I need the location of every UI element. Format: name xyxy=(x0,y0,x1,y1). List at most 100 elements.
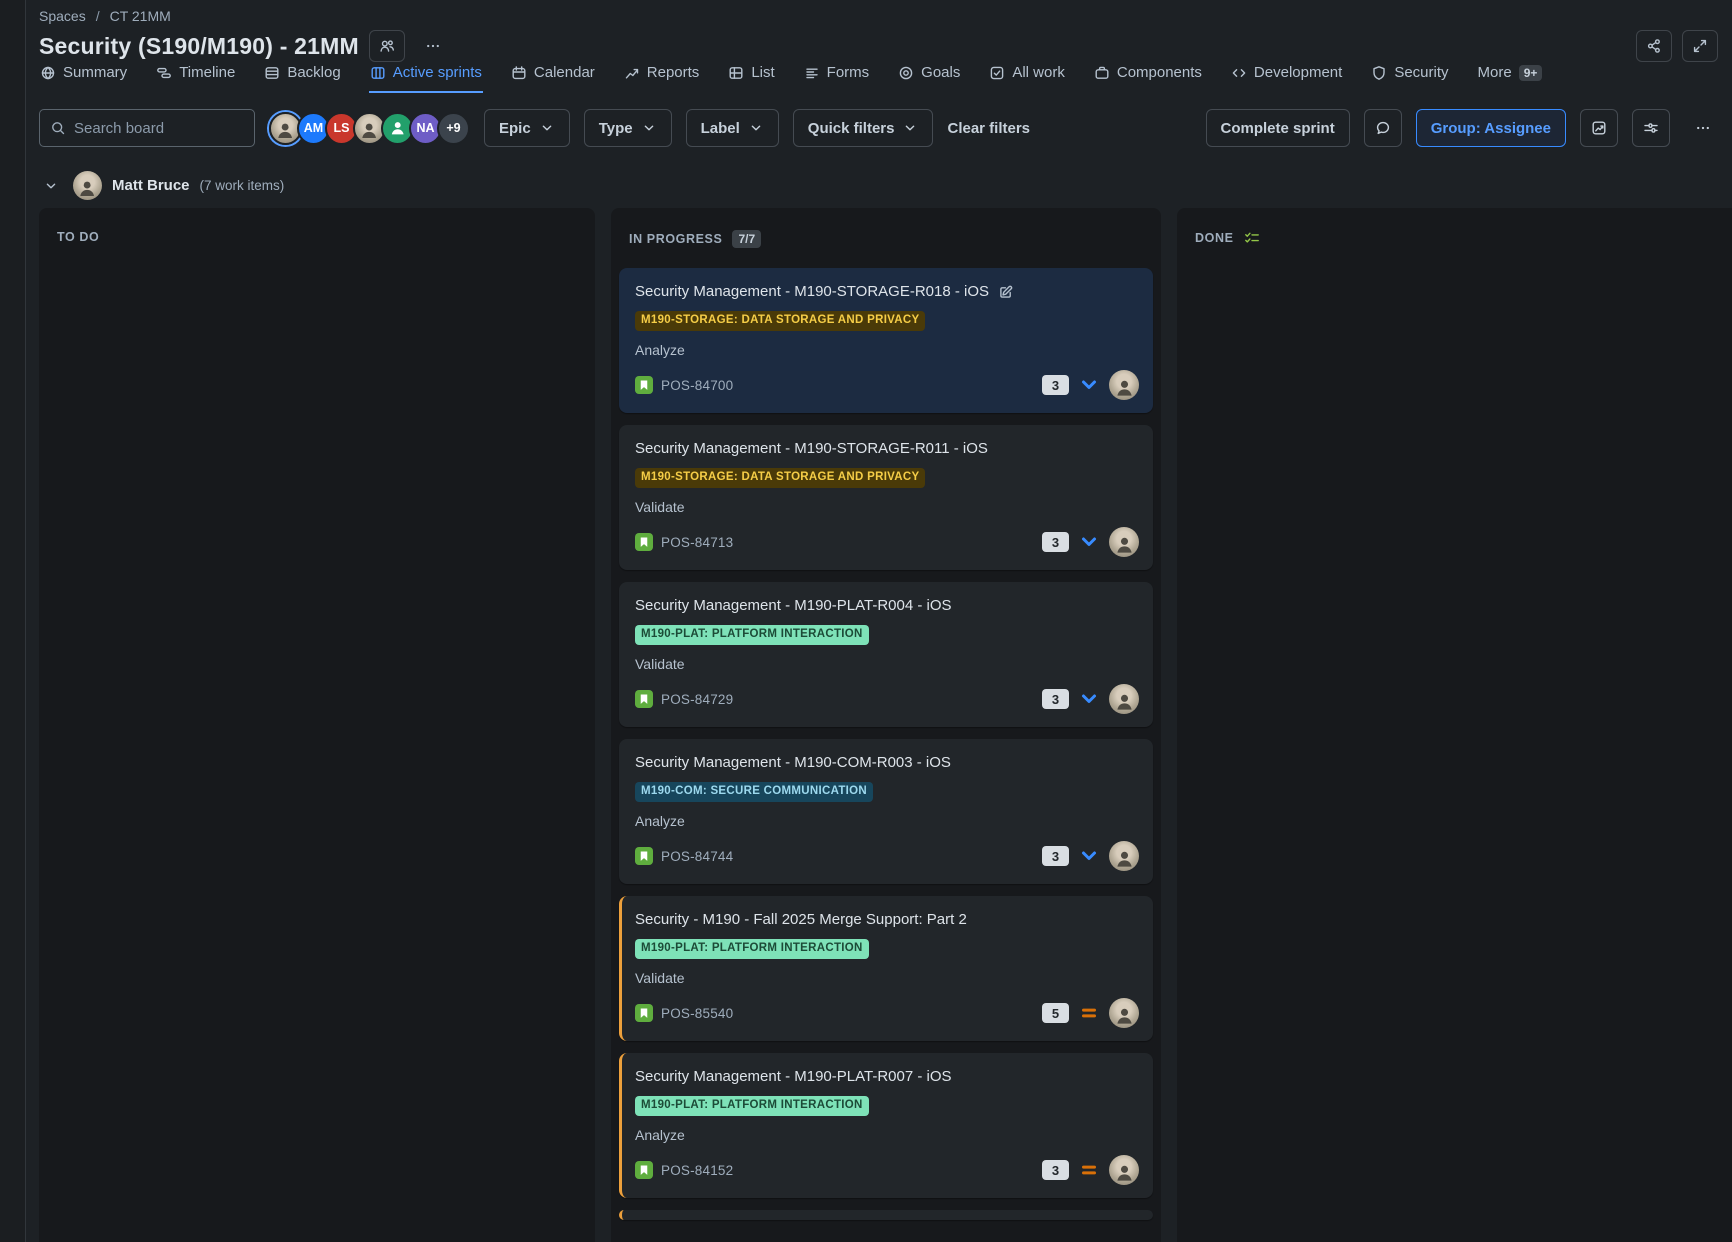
card-title-row: Security - M190 - Fall 2025 Merge Suppor… xyxy=(635,911,1137,928)
card-footer-right: 3 xyxy=(1042,1155,1139,1185)
card-pos-84713[interactable]: Security Management - M190-STORAGE-R011 … xyxy=(619,425,1153,570)
card-assignee-avatar[interactable] xyxy=(1109,1155,1139,1185)
filter-type-dropdown[interactable]: Type xyxy=(583,109,672,147)
group-by-button[interactable]: Group: Assignee xyxy=(1415,109,1566,147)
card-key[interactable]: POS-85540 xyxy=(661,1005,734,1021)
tab-development[interactable]: Development xyxy=(1230,64,1343,93)
column-header: DONE xyxy=(1177,208,1732,262)
card-pos-85540[interactable]: Security - M190 - Fall 2025 Merge Suppor… xyxy=(619,896,1153,1041)
insights-icon xyxy=(1591,120,1607,136)
breadcrumb-spaces[interactable]: Spaces xyxy=(39,8,86,24)
story-type-icon xyxy=(635,690,653,708)
collapsed-sidebar-rail[interactable] xyxy=(0,0,26,1242)
development-icon xyxy=(1231,65,1247,81)
title-more-button[interactable] xyxy=(415,30,451,62)
tab-label: All work xyxy=(1012,64,1065,81)
priority-low-icon xyxy=(1079,846,1099,866)
card-label-badge: M190-PLAT: PLATFORM INTERACTION xyxy=(635,939,869,959)
feedback-icon xyxy=(1375,120,1391,136)
tab-goals[interactable]: Goals xyxy=(897,64,961,93)
card-footer: POS-84152 3 xyxy=(635,1155,1139,1185)
filter-epic-dropdown[interactable]: Epic xyxy=(484,109,570,147)
card-pos-84744[interactable]: Security Management - M190-COM-R003 - iO… xyxy=(619,739,1153,884)
complete-sprint-button[interactable]: Complete sprint xyxy=(1205,109,1350,147)
avatar-filter[interactable]: NA xyxy=(409,111,442,145)
expand-button[interactable] xyxy=(1682,30,1718,62)
avatar-filter[interactable] xyxy=(269,111,302,145)
card-key[interactable]: POS-84152 xyxy=(661,1162,734,1178)
tab-label: Backlog xyxy=(287,64,341,81)
filter-label-dropdown[interactable]: Label xyxy=(685,109,779,147)
board-people-button[interactable] xyxy=(368,30,405,62)
tab-list[interactable]: List xyxy=(727,64,775,93)
list-icon xyxy=(728,65,744,81)
search-input[interactable] xyxy=(74,119,244,137)
collapse-group-button[interactable] xyxy=(39,174,63,198)
card-key[interactable]: POS-84729 xyxy=(661,691,734,707)
feedback-button[interactable] xyxy=(1363,109,1402,147)
card-assignee-avatar[interactable] xyxy=(1109,370,1139,400)
story-type-icon xyxy=(635,533,653,551)
priority-medium-icon xyxy=(1079,1003,1099,1023)
timeline-icon xyxy=(156,65,172,81)
tab-components[interactable]: Components xyxy=(1093,64,1203,93)
card-footer: POS-84744 3 xyxy=(635,841,1139,871)
card-pos-84729[interactable]: Security Management - M190-PLAT-R004 - i… xyxy=(619,582,1153,727)
card-title-row: Security Management - M190-STORAGE-R011 … xyxy=(635,440,1137,457)
tab-more[interactable]: More 9+ xyxy=(1477,64,1544,93)
assignee-group-header: Matt Bruce (7 work items) xyxy=(39,171,1732,200)
card-assignee-avatar[interactable] xyxy=(1109,998,1139,1028)
tab-timeline[interactable]: Timeline xyxy=(155,64,236,93)
story-type-icon xyxy=(635,847,653,865)
tab-summary[interactable]: Summary xyxy=(39,64,128,93)
column-title: DONE xyxy=(1195,231,1234,245)
priority-medium-icon xyxy=(1079,1160,1099,1180)
card-key[interactable]: POS-84713 xyxy=(661,534,734,550)
tab-all-work[interactable]: All work xyxy=(988,64,1066,93)
tab-backlog[interactable]: Backlog xyxy=(263,64,341,93)
card-label-badge: M190-PLAT: PLATFORM INTERACTION xyxy=(635,625,869,645)
card-key[interactable]: POS-84744 xyxy=(661,848,734,864)
column-title: TO DO xyxy=(57,230,100,244)
avatar-overflow[interactable]: +9 xyxy=(437,111,470,145)
share-button[interactable] xyxy=(1636,30,1672,62)
card-title: Security Management - M190-COM-R003 - iO… xyxy=(635,754,951,771)
avatar-filter[interactable] xyxy=(353,111,386,145)
estimate-badge: 3 xyxy=(1042,375,1069,395)
card-pos-84700[interactable]: Security Management - M190-STORAGE-R018 … xyxy=(619,268,1153,413)
card-title-row: Security Management - M190-PLAT-R007 - i… xyxy=(635,1068,1137,1085)
priority-low-icon xyxy=(1079,375,1099,395)
breadcrumb-project[interactable]: CT 21MM xyxy=(109,8,171,24)
tab-forms[interactable]: Forms xyxy=(803,64,871,93)
board-more-button[interactable] xyxy=(1684,109,1722,147)
card-pos-84152[interactable]: Security Management - M190-PLAT-R007 - i… xyxy=(619,1053,1153,1198)
card-key[interactable]: POS-84700 xyxy=(661,377,734,393)
tab-active-sprints[interactable]: Active sprints xyxy=(368,64,483,93)
view-settings-icon xyxy=(1643,120,1659,136)
card-label-badge: M190-COM: SECURE COMMUNICATION xyxy=(635,782,874,802)
priority-low-icon xyxy=(1079,532,1099,552)
filter-quick-filters-dropdown[interactable]: Quick filters xyxy=(792,109,934,147)
card-title: Security Management - M190-STORAGE-R011 … xyxy=(635,440,988,457)
avatar-filter[interactable]: LS xyxy=(325,111,358,145)
filter-label: Type xyxy=(598,119,633,137)
board-page: Spaces / CT 21MM Security (S190/M190) - … xyxy=(27,0,1732,1242)
card-status: Validate xyxy=(635,498,685,515)
card-assignee-avatar[interactable] xyxy=(1109,527,1139,557)
tab-calendar[interactable]: Calendar xyxy=(510,64,596,93)
card-assignee-avatar[interactable] xyxy=(1109,684,1139,714)
avatar-filter[interactable]: AM xyxy=(297,111,330,145)
people-icon xyxy=(379,38,395,54)
tab-label: More xyxy=(1477,64,1512,81)
card-label-badge: M190-STORAGE: DATA STORAGE AND PRIVACY xyxy=(635,311,926,331)
card-partial[interactable] xyxy=(619,1210,1153,1220)
insights-button[interactable] xyxy=(1580,109,1618,147)
clear-filters-button[interactable]: Clear filters xyxy=(947,119,1031,137)
edit-summary-icon[interactable] xyxy=(998,284,1014,300)
tab-reports[interactable]: Reports xyxy=(623,64,701,93)
view-settings-button[interactable] xyxy=(1632,109,1670,147)
card-assignee-avatar[interactable] xyxy=(1109,841,1139,871)
story-type-icon xyxy=(635,1004,653,1022)
filter-buttons: Epic Type Label Quick filters xyxy=(484,109,934,147)
tab-security[interactable]: Security xyxy=(1370,64,1449,93)
